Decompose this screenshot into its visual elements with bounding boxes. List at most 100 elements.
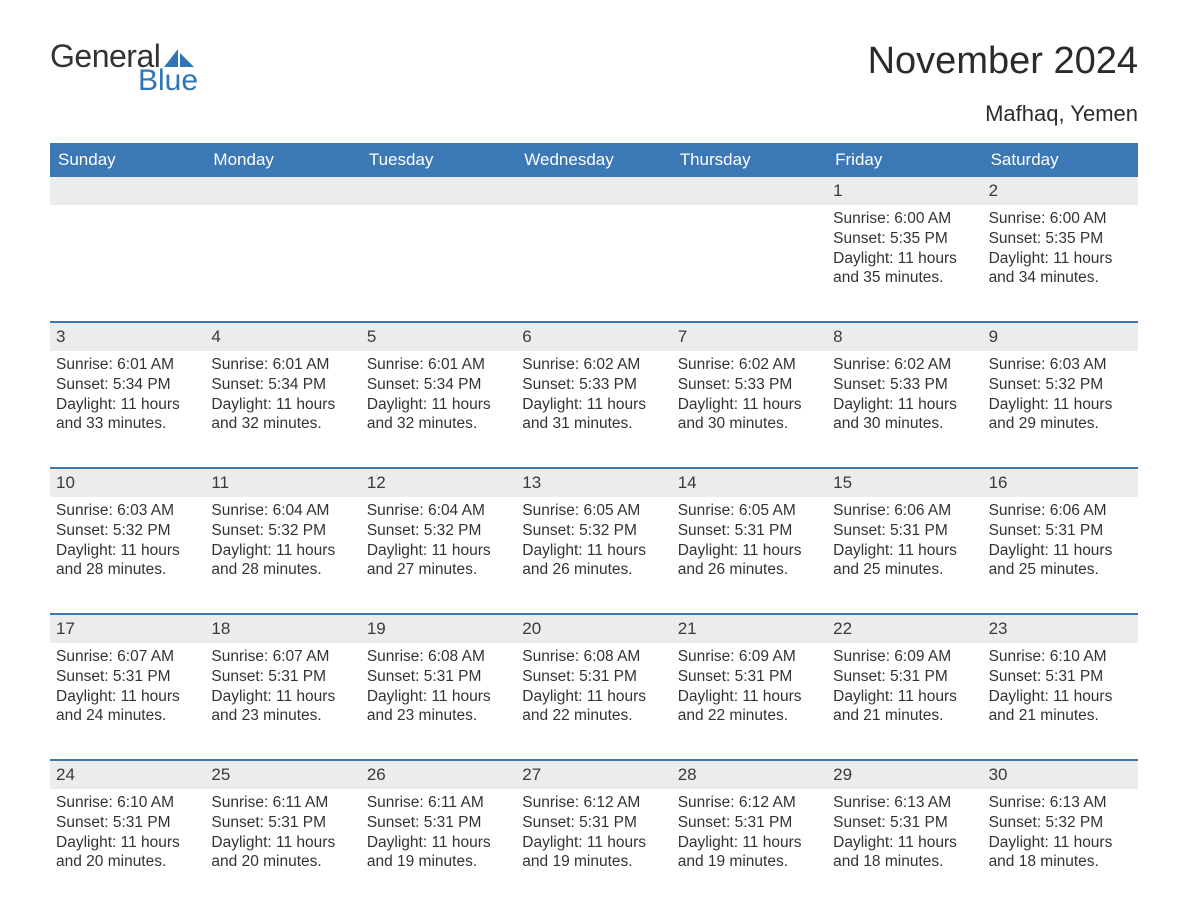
daylight-line: Daylight: 11 hours and 33 minutes. xyxy=(56,395,199,435)
day-details: Sunrise: 6:08 AMSunset: 5:31 PMDaylight:… xyxy=(361,643,516,734)
day-number: 22 xyxy=(827,615,982,643)
day-details: Sunrise: 6:11 AMSunset: 5:31 PMDaylight:… xyxy=(205,789,360,880)
day-header: Thursday xyxy=(672,143,827,177)
sunrise-line: Sunrise: 6:01 AM xyxy=(367,355,510,375)
daylight-line: Daylight: 11 hours and 25 minutes. xyxy=(989,541,1132,581)
daylight-line: Daylight: 11 hours and 19 minutes. xyxy=(678,833,821,873)
calendar-cell: 26Sunrise: 6:11 AMSunset: 5:31 PMDayligh… xyxy=(361,761,516,881)
sunrise-line: Sunrise: 6:08 AM xyxy=(522,647,665,667)
calendar-cell: 24Sunrise: 6:10 AMSunset: 5:31 PMDayligh… xyxy=(50,761,205,881)
day-number xyxy=(205,177,360,205)
calendar-cell: 7Sunrise: 6:02 AMSunset: 5:33 PMDaylight… xyxy=(672,323,827,443)
daylight-line: Daylight: 11 hours and 32 minutes. xyxy=(367,395,510,435)
weeks-container: 1 Sunrise: 6:00 AMSunset: 5:35 PM Daylight… xyxy=(50,177,1138,881)
day-number xyxy=(516,177,671,205)
daylight-line: Daylight: 11 hours and 28 minutes. xyxy=(56,541,199,581)
day-details xyxy=(361,205,516,293)
day-number: 17 xyxy=(50,615,205,643)
calendar-cell: 6Sunrise: 6:02 AMSunset: 5:33 PMDaylight… xyxy=(516,323,671,443)
day-number: 7 xyxy=(672,323,827,351)
calendar-cell: 19Sunrise: 6:08 AMSunset: 5:31 PMDayligh… xyxy=(361,615,516,735)
calendar-cell: 27Sunrise: 6:12 AMSunset: 5:31 PMDayligh… xyxy=(516,761,671,881)
sunset-line: Sunset: 5:32 PM xyxy=(367,521,510,541)
calendar-cell xyxy=(516,177,671,297)
day-details: Sunrise: 6:05 AMSunset: 5:32 PMDaylight:… xyxy=(516,497,671,588)
day-details: Sunrise: 6:07 AMSunset: 5:31 PMDaylight:… xyxy=(205,643,360,734)
sunset-line: Sunset: 5:31 PM xyxy=(56,667,199,687)
day-number: 24 xyxy=(50,761,205,789)
day-details: Sunrise: 6:02 AMSunset: 5:33 PMDaylight:… xyxy=(827,351,982,442)
day-number xyxy=(672,177,827,205)
day-details: Sunrise: 6:07 AMSunset: 5:31 PMDaylight:… xyxy=(50,643,205,734)
sunrise-line: Sunrise: 6:10 AM xyxy=(989,647,1132,667)
sunrise-line: Sunrise: 6:05 AM xyxy=(678,501,821,521)
day-number: 4 xyxy=(205,323,360,351)
day-details: Sunrise: 6:13 AMSunset: 5:31 PMDaylight:… xyxy=(827,789,982,880)
day-details: Sunrise: 6:03 AMSunset: 5:32 PMDaylight:… xyxy=(50,497,205,588)
daylight-line: Daylight: 11 hours and 21 minutes. xyxy=(989,687,1132,727)
calendar-cell: 29Sunrise: 6:13 AMSunset: 5:31 PMDayligh… xyxy=(827,761,982,881)
sunset-line: Sunset: 5:31 PM xyxy=(367,813,510,833)
day-number: 29 xyxy=(827,761,982,789)
day-details: Sunrise: 6:04 AMSunset: 5:32 PMDaylight:… xyxy=(205,497,360,588)
day-number: 18 xyxy=(205,615,360,643)
sunset-line: Sunset: 5:31 PM xyxy=(833,667,976,687)
daylight-line: Daylight: 11 hours and 31 minutes. xyxy=(522,395,665,435)
sunset-line: Sunset: 5:32 PM xyxy=(989,375,1132,395)
daylight-line: Daylight: 11 hours and 26 minutes. xyxy=(678,541,821,581)
day-header: Saturday xyxy=(983,143,1138,177)
sunrise-line: Sunrise: 6:12 AM xyxy=(678,793,821,813)
sunset-line: Sunset: 5:34 PM xyxy=(367,375,510,395)
title-block: November 2024 Mafhaq, Yemen xyxy=(868,40,1138,137)
daylight-line: Daylight: 11 hours and 20 minutes. xyxy=(56,833,199,873)
day-details: Sunrise: 6:01 AMSunset: 5:34 PMDaylight:… xyxy=(50,351,205,442)
day-number: 1 xyxy=(827,177,982,205)
calendar-cell: 9Sunrise: 6:03 AMSunset: 5:32 PMDaylight… xyxy=(983,323,1138,443)
calendar-cell xyxy=(205,177,360,297)
calendar-week: 24Sunrise: 6:10 AMSunset: 5:31 PMDayligh… xyxy=(50,759,1138,881)
day-number: 25 xyxy=(205,761,360,789)
day-details: Sunrise: 6:12 AMSunset: 5:31 PMDaylight:… xyxy=(516,789,671,880)
header: General Blue November 2024 Mafhaq, Yemen xyxy=(50,40,1138,137)
calendar-cell: 8Sunrise: 6:02 AMSunset: 5:33 PMDaylight… xyxy=(827,323,982,443)
sunset-line: Sunset: 5:31 PM xyxy=(56,813,199,833)
daylight-line: Daylight: 11 hours and 19 minutes. xyxy=(367,833,510,873)
daylight-line: Daylight: 11 hours and 22 minutes. xyxy=(522,687,665,727)
calendar: Sunday Monday Tuesday Wednesday Thursday… xyxy=(50,143,1138,881)
sunrise-line: Sunrise: 6:02 AM xyxy=(833,355,976,375)
day-details: Sunrise: 6:12 AMSunset: 5:31 PMDaylight:… xyxy=(672,789,827,880)
calendar-cell: 15Sunrise: 6:06 AMSunset: 5:31 PMDayligh… xyxy=(827,469,982,589)
sunset-line: Sunset: 5:33 PM xyxy=(522,375,665,395)
day-number: 27 xyxy=(516,761,671,789)
location-subtitle: Mafhaq, Yemen xyxy=(868,101,1138,127)
daylight-line: Daylight: 11 hours and 18 minutes. xyxy=(833,833,976,873)
day-header: Monday xyxy=(205,143,360,177)
day-number: 3 xyxy=(50,323,205,351)
calendar-cell xyxy=(672,177,827,297)
sunset-line: Sunset: 5:31 PM xyxy=(211,667,354,687)
day-headers: Sunday Monday Tuesday Wednesday Thursday… xyxy=(50,143,1138,177)
day-details: Sunrise: 6:06 AMSunset: 5:31 PMDaylight:… xyxy=(983,497,1138,588)
sunrise-line: Sunrise: 6:00 AM xyxy=(833,209,976,229)
logo-text-blue: Blue xyxy=(138,66,198,96)
daylight-line: Daylight: 11 hours and 21 minutes. xyxy=(833,687,976,727)
daylight-line: Daylight: 11 hours and 28 minutes. xyxy=(211,541,354,581)
day-details: Sunrise: 6:09 AMSunset: 5:31 PMDaylight:… xyxy=(827,643,982,734)
sunrise-line: Sunrise: 6:03 AM xyxy=(989,355,1132,375)
calendar-cell: 28Sunrise: 6:12 AMSunset: 5:31 PMDayligh… xyxy=(672,761,827,881)
day-number xyxy=(50,177,205,205)
sunset-line: Sunset: 5:35 PM xyxy=(833,229,976,249)
calendar-cell: 25Sunrise: 6:11 AMSunset: 5:31 PMDayligh… xyxy=(205,761,360,881)
day-details: Sunrise: 6:03 AMSunset: 5:32 PMDaylight:… xyxy=(983,351,1138,442)
calendar-cell: 30Sunrise: 6:13 AMSunset: 5:32 PMDayligh… xyxy=(983,761,1138,881)
calendar-cell: 23Sunrise: 6:10 AMSunset: 5:31 PMDayligh… xyxy=(983,615,1138,735)
day-number: 13 xyxy=(516,469,671,497)
calendar-cell xyxy=(361,177,516,297)
calendar-cell: 3Sunrise: 6:01 AMSunset: 5:34 PMDaylight… xyxy=(50,323,205,443)
day-details xyxy=(672,205,827,293)
day-number: 10 xyxy=(50,469,205,497)
calendar-cell: 20Sunrise: 6:08 AMSunset: 5:31 PMDayligh… xyxy=(516,615,671,735)
calendar-cell: 13Sunrise: 6:05 AMSunset: 5:32 PMDayligh… xyxy=(516,469,671,589)
daylight-line: Daylight: 11 hours and 30 minutes. xyxy=(833,395,976,435)
day-number: 21 xyxy=(672,615,827,643)
